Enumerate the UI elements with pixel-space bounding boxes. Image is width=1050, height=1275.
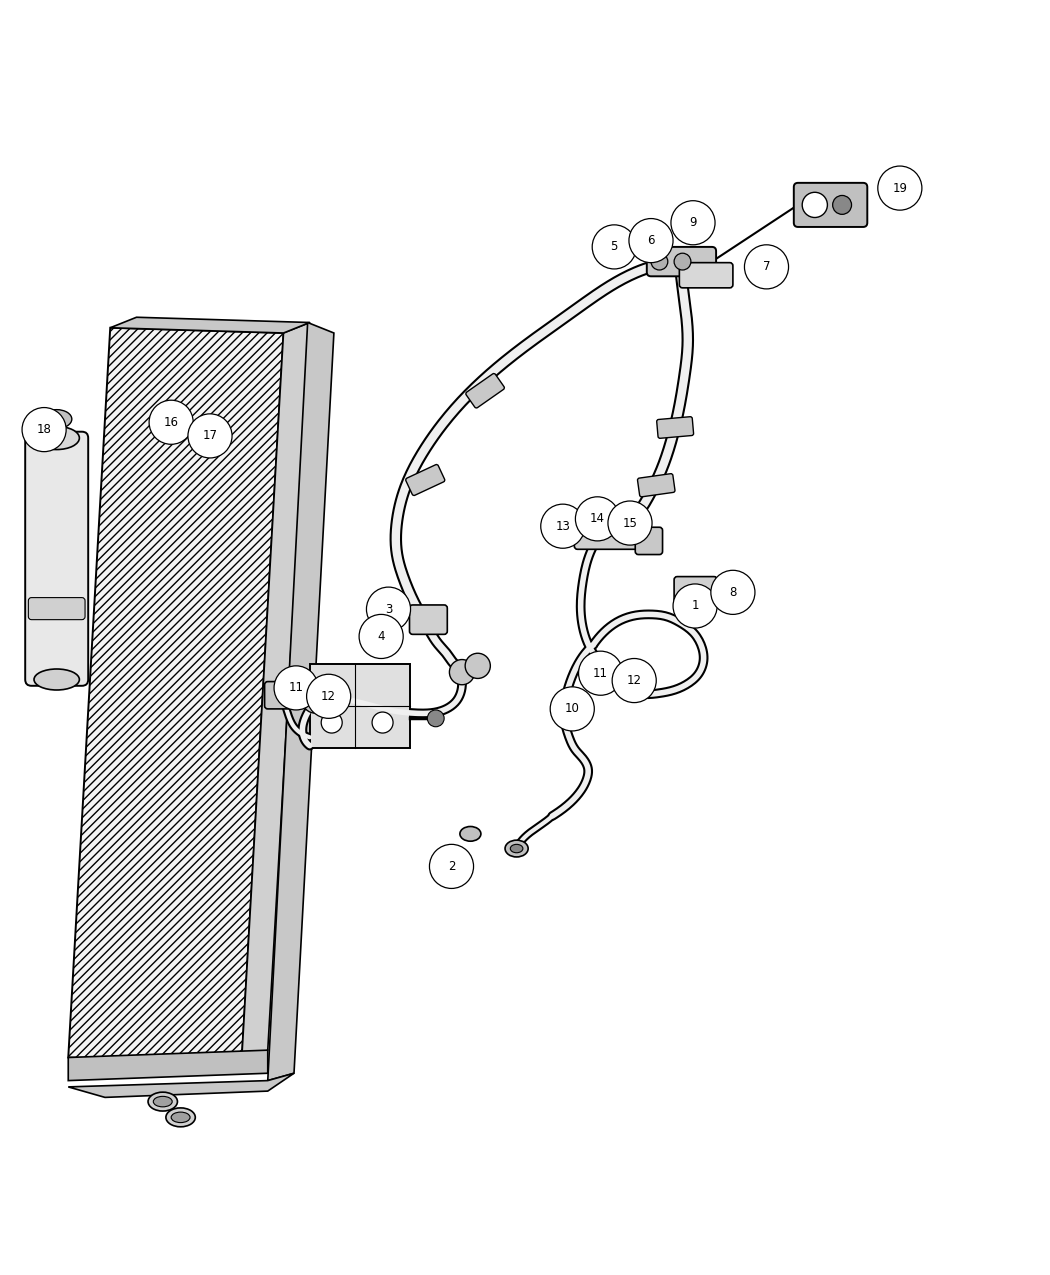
Text: 8: 8 [729, 585, 737, 599]
Circle shape [541, 504, 585, 548]
Polygon shape [68, 1051, 268, 1081]
Polygon shape [68, 328, 284, 1063]
Circle shape [149, 400, 193, 444]
Circle shape [429, 844, 474, 889]
FancyBboxPatch shape [794, 182, 867, 227]
Polygon shape [268, 323, 334, 1081]
Circle shape [802, 193, 827, 218]
Circle shape [302, 688, 328, 713]
Text: 19: 19 [892, 181, 907, 195]
FancyBboxPatch shape [405, 464, 445, 496]
Circle shape [612, 658, 656, 703]
Text: 1: 1 [691, 599, 699, 612]
Text: 10: 10 [565, 703, 580, 715]
Polygon shape [68, 1074, 294, 1098]
Text: 13: 13 [555, 520, 570, 533]
Circle shape [321, 711, 342, 733]
Circle shape [449, 659, 475, 685]
Polygon shape [242, 323, 310, 1063]
Circle shape [833, 195, 852, 214]
FancyBboxPatch shape [28, 598, 85, 620]
Text: 3: 3 [384, 603, 393, 616]
Text: 12: 12 [321, 690, 336, 703]
Circle shape [711, 570, 755, 615]
Ellipse shape [34, 426, 80, 450]
Circle shape [575, 497, 620, 541]
Circle shape [592, 224, 636, 269]
FancyBboxPatch shape [466, 374, 504, 408]
Circle shape [465, 653, 490, 678]
FancyBboxPatch shape [656, 417, 694, 439]
Circle shape [744, 245, 789, 289]
Circle shape [359, 615, 403, 658]
FancyBboxPatch shape [637, 474, 675, 497]
Circle shape [372, 711, 393, 733]
Ellipse shape [166, 1108, 195, 1127]
Ellipse shape [34, 669, 80, 690]
Circle shape [307, 674, 351, 718]
Text: 16: 16 [164, 416, 179, 428]
Ellipse shape [153, 1096, 172, 1107]
FancyBboxPatch shape [25, 432, 88, 686]
Circle shape [579, 652, 623, 695]
Circle shape [427, 710, 444, 727]
FancyBboxPatch shape [635, 528, 663, 555]
Text: 9: 9 [689, 217, 697, 230]
Circle shape [671, 200, 715, 245]
Ellipse shape [171, 1112, 190, 1122]
Text: 4: 4 [377, 630, 385, 643]
Text: 7: 7 [762, 260, 771, 273]
Circle shape [188, 414, 232, 458]
Circle shape [651, 254, 668, 270]
Circle shape [608, 501, 652, 546]
Text: 11: 11 [593, 667, 608, 680]
Ellipse shape [460, 826, 481, 842]
Circle shape [674, 254, 691, 270]
Circle shape [629, 218, 673, 263]
Circle shape [878, 166, 922, 210]
Text: 17: 17 [203, 430, 217, 442]
Text: 5: 5 [610, 241, 618, 254]
FancyBboxPatch shape [647, 247, 716, 277]
FancyBboxPatch shape [310, 664, 410, 747]
Circle shape [22, 408, 66, 451]
Text: 14: 14 [590, 513, 605, 525]
Text: 6: 6 [647, 235, 655, 247]
Circle shape [274, 666, 318, 710]
Circle shape [321, 677, 342, 697]
Circle shape [673, 584, 717, 629]
Circle shape [318, 682, 343, 708]
Circle shape [550, 687, 594, 731]
Ellipse shape [42, 409, 71, 428]
Ellipse shape [510, 844, 523, 853]
Ellipse shape [148, 1093, 177, 1111]
FancyBboxPatch shape [410, 604, 447, 635]
Text: 12: 12 [627, 674, 642, 687]
FancyBboxPatch shape [679, 263, 733, 288]
Text: 15: 15 [623, 516, 637, 529]
Ellipse shape [505, 840, 528, 857]
Text: 11: 11 [289, 681, 303, 695]
Circle shape [366, 586, 411, 631]
FancyBboxPatch shape [265, 682, 302, 709]
Text: 18: 18 [37, 423, 51, 436]
FancyBboxPatch shape [574, 520, 644, 550]
Text: 2: 2 [447, 859, 456, 873]
FancyBboxPatch shape [674, 576, 717, 604]
Polygon shape [110, 317, 310, 333]
